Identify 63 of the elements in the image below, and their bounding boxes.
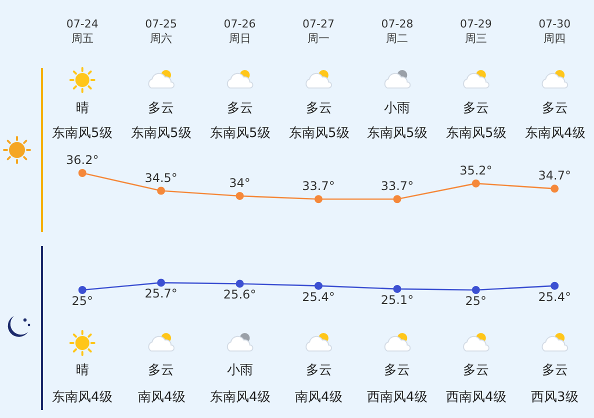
text: 东南风4级 [52, 390, 112, 405]
text: 东南风5级 [367, 126, 428, 141]
text: 西风3级 [531, 390, 578, 405]
point [236, 280, 244, 288]
data-label: 25.6° [223, 288, 256, 302]
x-tick-label: 07-29 周三 [460, 18, 492, 45]
text: 多云 [384, 363, 410, 378]
data-label: 33.7° [380, 179, 414, 194]
point [550, 184, 559, 193]
text: 南风4级 [295, 390, 342, 405]
data-label: 25.1° [380, 292, 414, 307]
data-label: 25° [72, 294, 93, 308]
x-tick-label: 07-24 周五 [66, 18, 98, 45]
x-tick-label: 07-25 周六 [145, 18, 178, 45]
text: 晴 [76, 363, 89, 378]
point [472, 286, 480, 294]
data-label: 25.7° [144, 286, 178, 301]
x-tick-label: 07-30 周四 [538, 18, 571, 45]
text: 小雨 [227, 363, 253, 378]
text: 多云 [542, 101, 568, 116]
x-tick-label: 07-28 周二 [381, 18, 414, 45]
point [550, 282, 559, 290]
x-tick-label: 07-26 周日 [224, 18, 256, 45]
text: 南风4级 [138, 390, 186, 405]
point [393, 284, 402, 293]
text: 东南风5级 [289, 126, 350, 141]
point [78, 169, 86, 177]
data-label: 25.4° [302, 290, 335, 304]
point [78, 286, 86, 294]
data-label: 25° [465, 294, 487, 308]
text: 小雨 [384, 101, 410, 116]
text: 东南风4级 [525, 126, 586, 141]
text: 多云 [306, 363, 332, 378]
text: 东南风5级 [131, 126, 192, 141]
point [157, 278, 166, 287]
data-label: 35.2° [460, 163, 492, 178]
data-label: 36.2° [66, 153, 99, 167]
point [314, 282, 322, 290]
text: 东南风4级 [210, 390, 270, 405]
point [472, 179, 480, 188]
text: 多云 [148, 101, 174, 116]
text: 多云 [463, 101, 489, 116]
text: 多云 [306, 101, 332, 116]
text: 东南风5级 [52, 126, 112, 141]
point [393, 195, 402, 204]
data-label: 25.4° [538, 290, 571, 304]
text: 西南风4级 [367, 390, 428, 405]
text: 多云 [148, 363, 174, 378]
text: 东南风5级 [446, 126, 506, 141]
text: 晴 [76, 101, 89, 116]
text: 多云 [542, 363, 568, 378]
x-tick-label: 07-27 周一 [302, 18, 334, 45]
text: 多云 [463, 363, 489, 378]
data-label: 34.5° [144, 170, 178, 185]
data-label: 33.7° [302, 179, 335, 194]
text: 西南风4级 [446, 390, 506, 405]
text: 多云 [227, 101, 253, 116]
point [236, 192, 244, 200]
point [157, 186, 166, 195]
data-label: 34° [229, 176, 250, 190]
text: 东南风5级 [210, 126, 270, 141]
point [314, 195, 322, 204]
data-label: 34.7° [538, 168, 571, 183]
